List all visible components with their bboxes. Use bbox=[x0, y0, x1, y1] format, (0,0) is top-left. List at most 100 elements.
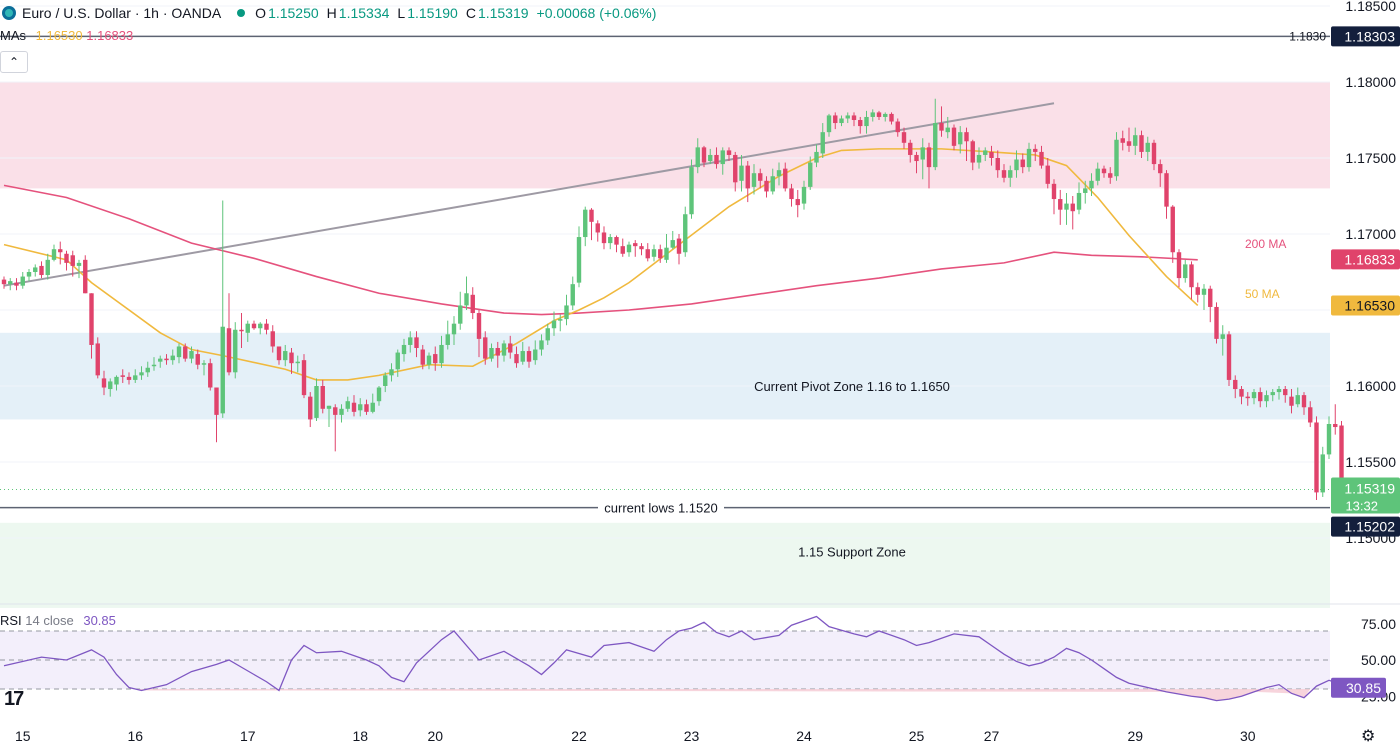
candle bbox=[945, 116, 950, 139]
candle bbox=[439, 335, 444, 368]
candle bbox=[564, 294, 569, 326]
tradingview-logo-icon[interactable]: 17 bbox=[4, 688, 24, 710]
candle bbox=[233, 322, 238, 379]
candle bbox=[89, 293, 94, 359]
candle bbox=[301, 354, 307, 399]
candle bbox=[745, 161, 750, 203]
candle bbox=[676, 234, 682, 265]
candle bbox=[51, 244, 57, 262]
candle-body bbox=[1333, 424, 1338, 428]
candle bbox=[1008, 165, 1013, 187]
candle bbox=[683, 206, 688, 257]
rsi-value: 30.85 bbox=[83, 613, 116, 628]
candle bbox=[1039, 145, 1044, 169]
candle-body bbox=[770, 176, 775, 192]
candle bbox=[1095, 162, 1100, 186]
candle-body bbox=[808, 162, 813, 187]
candle bbox=[58, 241, 63, 265]
candle-body bbox=[1064, 203, 1069, 210]
candle-body bbox=[308, 396, 313, 420]
candle-body bbox=[708, 154, 713, 162]
candle-body bbox=[564, 305, 569, 320]
candle-body bbox=[295, 361, 300, 364]
candle-body bbox=[1251, 392, 1257, 399]
candle-body bbox=[983, 150, 988, 155]
candle-body bbox=[401, 344, 407, 355]
candle bbox=[914, 151, 919, 174]
candle-body bbox=[183, 346, 188, 359]
current-lows-badge-bg bbox=[1331, 516, 1400, 537]
candle-body bbox=[1220, 334, 1225, 339]
candle bbox=[1114, 132, 1119, 181]
candle-body bbox=[1195, 287, 1200, 295]
candle-body bbox=[1151, 142, 1157, 165]
candle bbox=[364, 399, 369, 415]
candle bbox=[420, 344, 425, 370]
candle-body bbox=[1214, 306, 1219, 339]
candle-body bbox=[1233, 379, 1238, 390]
candle-body bbox=[133, 375, 138, 380]
candle-body bbox=[489, 348, 494, 359]
candle bbox=[1145, 136, 1150, 162]
collapse-legend-button[interactable]: ⌃ bbox=[0, 51, 28, 73]
candle bbox=[895, 118, 900, 137]
candle-body bbox=[1339, 425, 1344, 490]
ma-legend-label: MAs bbox=[0, 28, 26, 43]
candle-body bbox=[383, 375, 388, 386]
pivot-zone-label: Current Pivot Zone 1.16 to 1.1650 bbox=[754, 379, 950, 394]
rsi-badge: 30.85 bbox=[1346, 680, 1381, 696]
candle bbox=[983, 147, 988, 162]
rsi-legend[interactable]: RSI 14 close 30.85 bbox=[0, 613, 116, 628]
candle bbox=[314, 378, 319, 421]
ma50-badge: 1.16530 bbox=[1344, 297, 1395, 313]
candle bbox=[520, 341, 525, 365]
candle-body bbox=[45, 259, 50, 276]
candle bbox=[726, 147, 732, 162]
candle-body bbox=[39, 265, 44, 276]
candle bbox=[264, 319, 269, 335]
candle bbox=[933, 98, 938, 171]
candle bbox=[651, 244, 657, 262]
candle bbox=[614, 235, 619, 253]
candle-body bbox=[833, 115, 838, 124]
ma200-badge-bg bbox=[1331, 249, 1400, 270]
candle bbox=[145, 361, 150, 377]
candle bbox=[251, 320, 257, 330]
candle-body bbox=[1183, 264, 1188, 279]
settings-gear-icon[interactable]: ⚙ bbox=[1361, 728, 1376, 745]
candle bbox=[33, 264, 38, 277]
symbol-title[interactable]: Euro / U.S. Dollar · 1h · OANDA bbox=[22, 5, 222, 21]
time-tick-label: 24 bbox=[796, 728, 812, 744]
candle-body bbox=[420, 349, 425, 365]
high-value: 1.15334 bbox=[338, 5, 390, 21]
candle-body bbox=[933, 123, 938, 168]
candle bbox=[501, 340, 507, 362]
candle bbox=[1108, 167, 1113, 184]
candle bbox=[589, 208, 594, 241]
candle-body bbox=[814, 151, 819, 163]
candle bbox=[626, 241, 632, 257]
candle bbox=[1233, 375, 1238, 399]
candle-body bbox=[1276, 389, 1282, 393]
candle-body bbox=[514, 354, 519, 364]
close-value: 1.15319 bbox=[477, 5, 529, 21]
ma-legend[interactable]: MAs 1.16530 1.16833 bbox=[0, 28, 133, 43]
candle-body bbox=[845, 115, 850, 119]
candle bbox=[14, 278, 19, 291]
candle bbox=[1276, 386, 1282, 400]
candle bbox=[814, 144, 819, 168]
candle-body bbox=[314, 386, 319, 418]
candle bbox=[695, 138, 700, 174]
candle bbox=[1264, 390, 1269, 408]
candle bbox=[245, 320, 250, 342]
candle bbox=[126, 372, 132, 385]
chart-header: Euro / U.S. Dollar · 1h · OANDA O 1.15250… bbox=[0, 0, 664, 26]
candle bbox=[1208, 285, 1213, 323]
candle-body bbox=[176, 346, 182, 358]
candle-body bbox=[1239, 389, 1244, 397]
candle-body bbox=[76, 262, 82, 266]
low-value: 1.15190 bbox=[407, 5, 458, 21]
candle-body bbox=[1, 279, 7, 285]
candle bbox=[345, 396, 350, 412]
